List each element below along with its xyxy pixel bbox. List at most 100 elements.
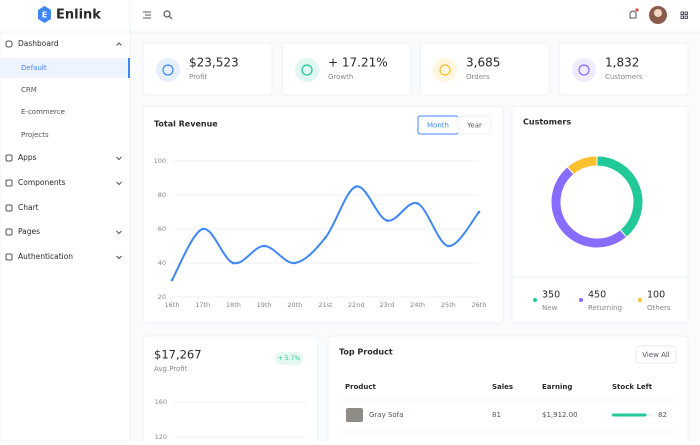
column-header: Sales <box>492 383 513 391</box>
stat-value: $23,523 <box>189 56 239 70</box>
x-tick-label: 26th <box>472 301 487 309</box>
stat-value: 3,685 <box>466 56 500 70</box>
stat-card <box>558 42 689 96</box>
legend-value: 350 <box>542 290 560 301</box>
legend-value: 450 <box>588 290 606 301</box>
view-all-button[interactable] <box>635 345 677 364</box>
y-tick-label: 80 <box>158 191 166 199</box>
stat-label: Profit <box>189 73 208 81</box>
sidebar-icon <box>5 228 13 236</box>
card-title: Customers <box>523 118 571 127</box>
y-tick-label: 100 <box>154 157 166 165</box>
change-value: + 5.7% <box>278 355 300 362</box>
logo-icon <box>38 6 51 23</box>
avg-profit-card <box>142 335 319 445</box>
chevron <box>116 230 122 235</box>
column-header: Stock Left <box>612 383 653 391</box>
cell: 82 <box>658 411 667 419</box>
brand-name[interactable]: Enlink <box>56 8 101 23</box>
sidebar-subitem[interactable]: CRM <box>21 86 37 94</box>
logo-letter: E <box>42 11 47 20</box>
point <box>416 202 419 205</box>
chevron <box>116 255 122 260</box>
tab-label[interactable]: Month <box>427 122 449 130</box>
card-title: Total Revenue <box>154 120 218 129</box>
avg-label: Avg.Profit <box>154 365 188 373</box>
sidebar-item[interactable]: Components <box>18 178 66 187</box>
point <box>324 236 327 239</box>
legend-label: Returning <box>588 304 622 312</box>
point <box>447 244 450 248</box>
stat-card <box>142 42 273 96</box>
x-tick-label: 17th <box>195 301 210 309</box>
legend-dot <box>579 298 583 302</box>
sidebar-subitem[interactable]: E-commerce <box>21 108 65 116</box>
menu-icon[interactable] <box>143 11 151 19</box>
apps-icon[interactable] <box>680 11 688 19</box>
y-tick-label: 20 <box>158 293 166 301</box>
tab-label[interactable]: Year <box>466 122 482 130</box>
stat-label: Growth <box>328 73 353 81</box>
sidebar-subitem[interactable]: Default <box>21 64 47 72</box>
x-tick-label: 19th <box>257 301 272 309</box>
stat-icon <box>433 58 457 82</box>
cell: Gray Sofa <box>369 411 403 419</box>
sidebar-item[interactable]: Pages <box>18 227 40 236</box>
stat-icon-glyph <box>301 64 313 76</box>
point <box>201 227 204 231</box>
cell: $1,912.00 <box>542 411 578 419</box>
stat-icon-glyph <box>439 64 451 76</box>
button-label[interactable]: View All <box>642 351 670 359</box>
x-tick-label: 21st <box>318 301 333 309</box>
stat-icon-glyph <box>578 64 590 76</box>
avatar-face <box>654 9 662 17</box>
legend-label: Others <box>647 304 671 312</box>
x-tick-label: 22nd <box>348 301 365 309</box>
top-product-card <box>327 335 689 445</box>
column-header: Product <box>345 383 377 391</box>
active-border <box>128 58 130 78</box>
column-header: Earning <box>542 383 572 391</box>
legend-value: 100 <box>647 290 665 301</box>
y-tick-label: 60 <box>158 225 166 233</box>
product-thumb <box>346 408 363 422</box>
stat-card <box>419 42 550 96</box>
legend-label: New <box>542 304 558 312</box>
point <box>262 244 266 248</box>
sidebar-item[interactable]: Chart <box>18 203 39 212</box>
sidebar-icon <box>5 40 13 48</box>
x-tick-label: 23rd <box>379 301 394 309</box>
sidebar-item[interactable]: Dashboard <box>18 39 59 48</box>
sidebar-icon <box>5 154 13 162</box>
point <box>170 278 174 282</box>
point <box>385 219 389 222</box>
stat-value: 1,832 <box>605 56 639 70</box>
x-tick-label: 25th <box>441 301 456 309</box>
legend-dot <box>638 298 642 302</box>
x-tick-label: 18th <box>226 301 241 309</box>
stat-card <box>281 42 412 96</box>
sidebar-item[interactable]: Apps <box>18 153 37 162</box>
chevron <box>116 156 122 161</box>
customers-card <box>511 105 689 324</box>
stat-icon <box>572 58 596 82</box>
search-icon[interactable] <box>163 10 173 20</box>
x-tick-label: 24th <box>410 301 425 309</box>
bell-icon[interactable] <box>629 8 639 19</box>
sidebar-item[interactable]: Authentication <box>18 252 73 261</box>
tab[interactable] <box>457 115 492 135</box>
point <box>477 210 481 214</box>
sidebar-icon <box>5 204 13 212</box>
y-tick-label: 120 <box>155 433 167 441</box>
revenue-card <box>142 105 504 324</box>
x-tick-label: 20th <box>287 301 302 309</box>
y-tick-label: 40 <box>158 259 166 267</box>
stat-label: Orders <box>466 73 490 81</box>
point <box>232 261 235 265</box>
stat-label: Customers <box>605 73 643 81</box>
sidebar-subitem[interactable]: Projects <box>21 131 49 139</box>
y-tick-label: 160 <box>155 398 167 406</box>
avg-value: $17,267 <box>154 348 202 362</box>
cell: 81 <box>492 411 501 419</box>
